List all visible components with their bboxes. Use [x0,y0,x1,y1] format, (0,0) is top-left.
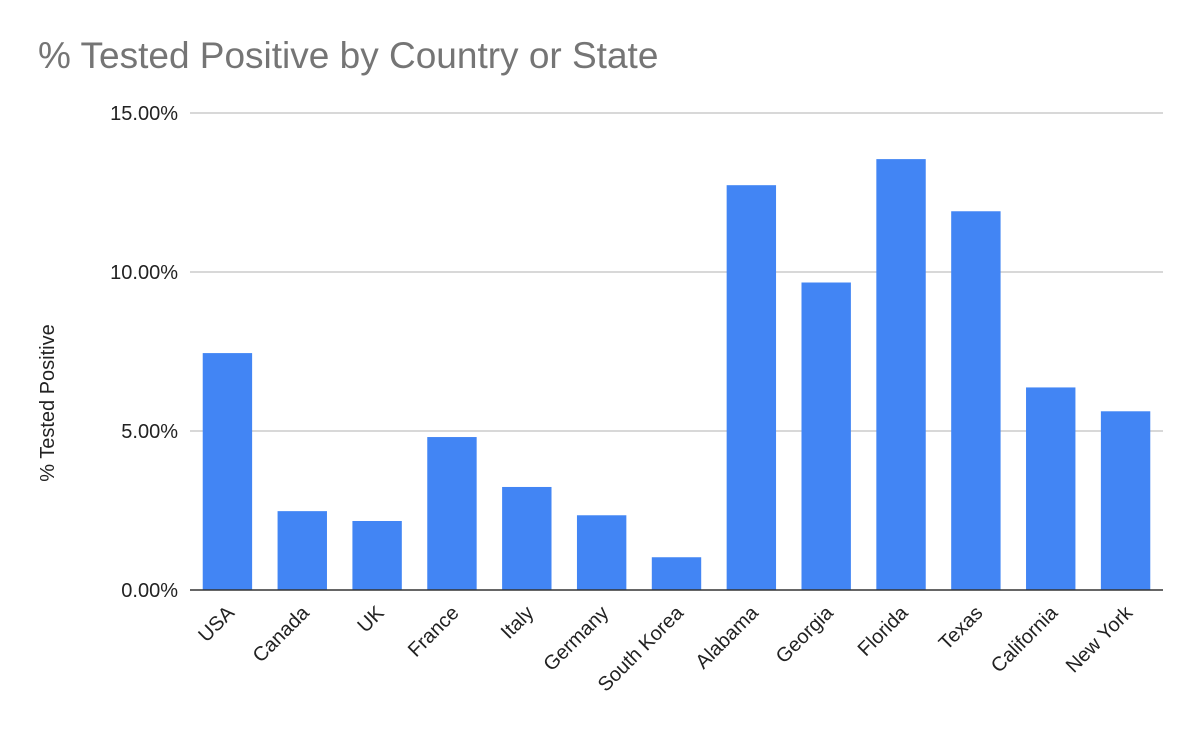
bar-south-korea [651,557,702,590]
bar-usa [202,353,253,590]
bar-california [1026,387,1076,590]
x-tick-label: France [404,602,464,662]
bar-texas [951,211,1001,590]
x-tick-label: Florida [854,601,913,660]
x-tick-label: UK [353,602,389,638]
y-axis-ticks: 0.00% 5.00% 10.00% 15.00% [110,103,178,602]
x-tick-label: Germany [539,602,613,676]
chart-title: % Tested Positive by Country or State [38,35,658,76]
x-tick-label: New York [1062,601,1138,677]
bar-new-york [1100,411,1151,590]
y-axis-title: % Tested Positive [37,324,59,482]
bars [202,159,1151,591]
x-tick-label: Italy [497,602,538,643]
x-tick-label: Texas [935,602,988,655]
bar-france [427,437,477,590]
bar-canada [277,511,327,590]
y-tick-label: 0.00% [121,580,178,602]
x-tick-label: Canada [249,601,315,667]
x-tick-label: Georgia [772,601,838,667]
bar-uk [352,520,402,590]
bar-italy [502,486,552,590]
gridlines [190,112,1163,432]
y-tick-label: 5.00% [121,421,178,443]
x-tick-label: Alabama [692,601,764,673]
bar-georgia [801,282,851,590]
x-tick-label: USA [194,602,239,647]
y-tick-label: 10.00% [110,262,178,284]
x-tick-label: California [987,601,1063,677]
bar-germany [576,515,627,590]
bar-florida [876,159,926,591]
y-tick-label: 15.00% [110,103,178,125]
bar-alabama [726,185,777,590]
